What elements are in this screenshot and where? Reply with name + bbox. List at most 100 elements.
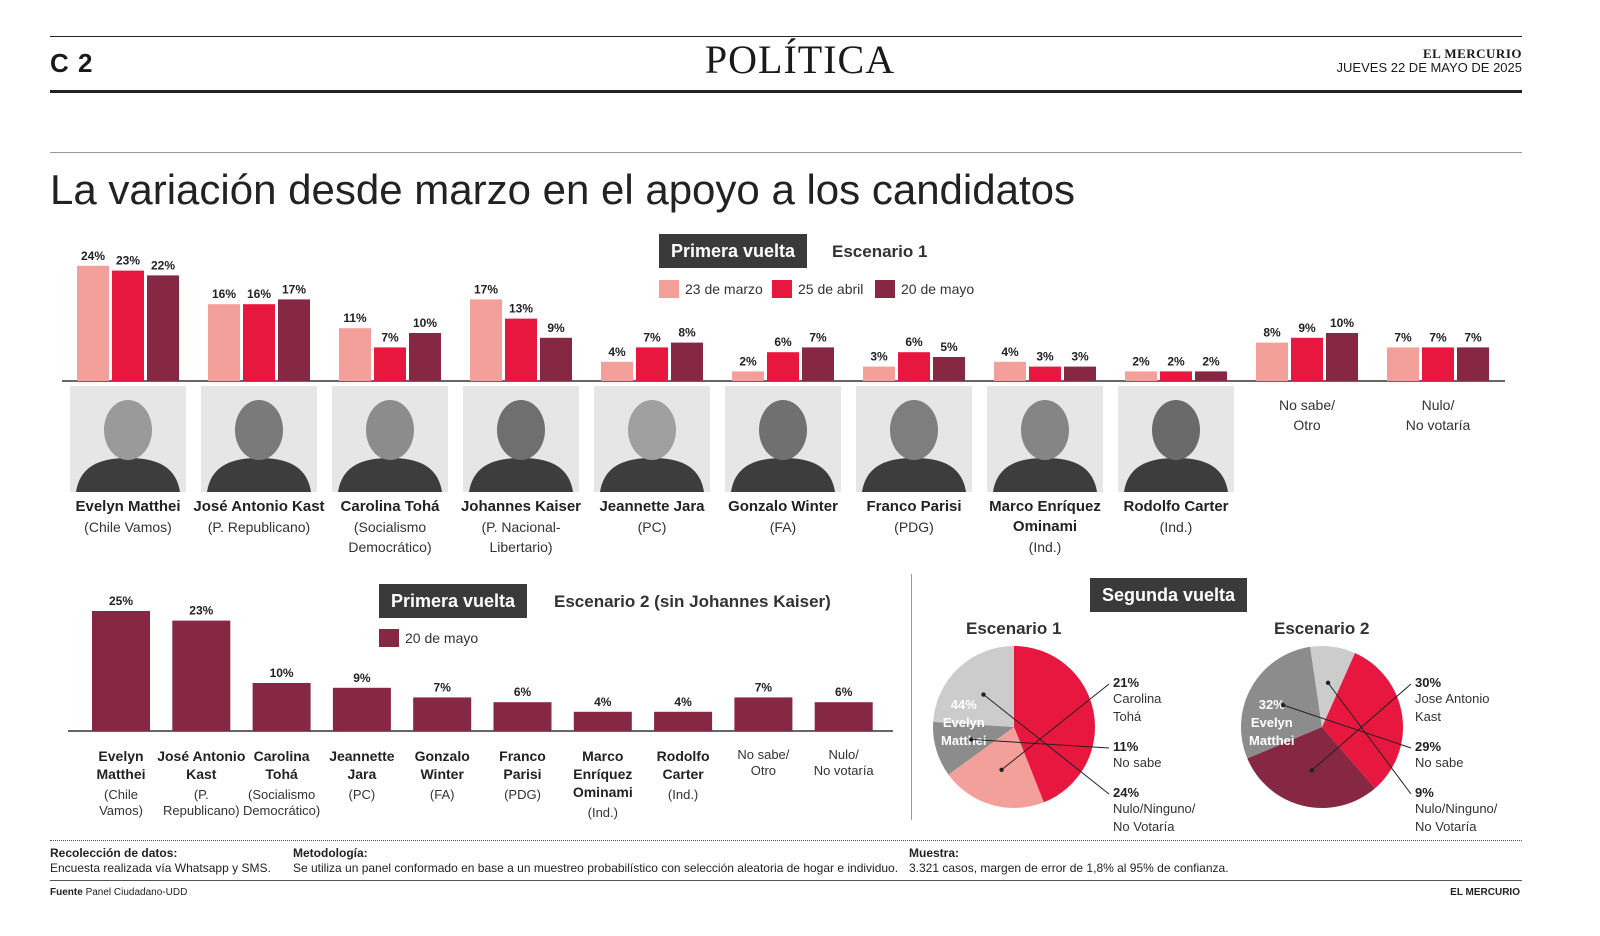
metodologia-text: Se utiliza un panel conformado en base a…: [293, 861, 899, 875]
bar-c1-3-0: [470, 299, 502, 381]
pie1-slice-2: [933, 721, 1014, 775]
pie-label-pct: 21%: [1113, 675, 1140, 690]
c2-category-5: Franco Parisi (PDG): [471, 747, 575, 803]
bar-c1-2-0: [339, 328, 371, 381]
c2-name-line1: Rodolfo: [656, 748, 710, 764]
bar-c2-2: [252, 683, 311, 731]
silhouette-body: [1124, 458, 1228, 492]
pie1-leader-line-3: [983, 694, 1110, 795]
c2-party-line2: Vamos): [99, 803, 143, 818]
bar-c1-7-2: [1064, 366, 1096, 381]
value-label-c1-9-0: 8%: [1263, 326, 1281, 340]
extra-label-0: No sabe/Otro: [1247, 395, 1367, 435]
candidate-party: (FA): [769, 519, 797, 535]
value-label-c1-3-2: 9%: [547, 321, 565, 335]
candidate-label-2: Carolina Tohá (Socialismo Democrático): [324, 497, 456, 557]
legend-swatch-mayo-2: [379, 629, 399, 647]
subtitle-escenario-1: Escenario 1: [832, 242, 928, 261]
legend-marzo: 23 de marzo: [659, 280, 763, 298]
silhouette-head: [628, 400, 676, 460]
c2-name-line1: Marco Enríquez: [573, 748, 633, 782]
c2-name-line1: Evelyn: [98, 748, 144, 764]
value-label-c1-1-1: 16%: [247, 287, 271, 301]
value-label-c1-10-1: 7%: [1429, 330, 1447, 344]
person-silhouette-icon: [70, 386, 186, 492]
extra-label-line2: No votaría: [1405, 417, 1471, 433]
bar-c2-3: [332, 687, 391, 731]
c2-name-line1: Carolina: [253, 748, 310, 764]
candidate-photo-2: [332, 386, 448, 492]
bar-c2-4: [413, 697, 472, 731]
footer-recoleccion: Recolección de datos: Encuesta realizada…: [50, 846, 271, 876]
pie1-inside-l1: Evelyn: [943, 715, 985, 730]
candidate-photo-5: [725, 386, 841, 492]
candidate-photo-7: [987, 386, 1103, 492]
section-divider: [911, 574, 912, 820]
c2-party-line1: (PC): [348, 787, 376, 802]
pie-label-pct: 24%: [1113, 785, 1140, 800]
c2-name-line1: Franco: [499, 748, 546, 764]
c2-category-2: Carolina Tohá (Socialismo Democrático): [230, 747, 334, 819]
candidate-name: Gonzalo Winter: [728, 498, 838, 515]
silhouette-head: [497, 400, 545, 460]
pie-label-line2: Kast: [1415, 709, 1442, 724]
c2-party-line1: (Ind.): [667, 787, 699, 802]
candidate-label-3: Johannes Kaiser (P. Nacional-Libertario): [455, 497, 587, 557]
bar-c1-8-2: [1195, 371, 1227, 381]
pie2-slice-2: [1241, 646, 1322, 759]
bar-c1-6-0: [863, 366, 895, 381]
value-label-c1-9-2: 10%: [1330, 316, 1354, 330]
value-label-c1-8-2: 2%: [1202, 354, 1220, 368]
bar-c1-2-1: [374, 347, 406, 381]
silhouette-head: [366, 400, 414, 460]
c2-name-line2: Parisi: [503, 766, 542, 782]
silhouette-head: [1152, 400, 1200, 460]
pie-label-line1: Carolina: [1113, 691, 1162, 706]
value-label-c1-10-2: 7%: [1464, 330, 1482, 344]
pie-label-line1: Jose Antonio: [1415, 691, 1490, 706]
value-label-c2-8: 7%: [755, 680, 773, 694]
pie2-inside-pct: 32%: [1259, 697, 1285, 712]
c2-party-line2: No votaría: [813, 763, 874, 778]
bar-c1-9-0: [1256, 342, 1288, 381]
pie-label-pct: 11%: [1113, 739, 1139, 754]
value-label-c1-2-1: 7%: [381, 330, 399, 344]
headline: La variación desde marzo en el apoyo a l…: [50, 166, 1075, 213]
pie-label-line1: Nulo/Ninguno/: [1415, 801, 1498, 816]
footer-dotted-rule: [50, 840, 1522, 841]
value-label-c1-10-0: 7%: [1394, 330, 1412, 344]
candidate-party: (PDG): [894, 519, 934, 535]
c2-name-line2: Jara: [347, 766, 377, 782]
bar-c2-0: [92, 611, 150, 731]
pie2-title: Escenario 2: [1274, 619, 1370, 638]
value-label-c1-5-0: 2%: [739, 354, 757, 368]
candidate-party: (P. Republicano): [207, 519, 311, 535]
footer-credit: EL MERCURIO: [1450, 887, 1520, 898]
tag-primera-vuelta-2: Primera vuelta: [379, 584, 528, 618]
fuente-text: Panel Ciudadano-UDD: [85, 887, 188, 898]
c2-category-1: José Antonio Kast (P. Republicano): [149, 747, 253, 819]
c2-category-3: Jeannette Jara (PC): [310, 747, 414, 803]
c2-party-line2: Otro: [750, 763, 777, 778]
candidate-party: (Chile Vamos): [84, 519, 172, 535]
c2-name-line2: Ominami: [572, 784, 633, 800]
silhouette-body: [731, 458, 835, 492]
value-label-c1-1-2: 17%: [282, 282, 306, 296]
value-label-c2-6: 4%: [594, 695, 612, 709]
pie2-inside-l1: Evelyn: [1251, 715, 1293, 730]
footer-muestra: Muestra: 3.321 casos, margen de error de…: [909, 846, 1229, 876]
value-label-c1-6-1: 6%: [905, 335, 923, 349]
candidate-label-4: Jeannette Jara (PC): [586, 497, 718, 537]
silhouette-body: [207, 458, 311, 492]
bar-c1-0-0: [77, 265, 109, 381]
silhouette-body: [993, 458, 1097, 492]
c2-name-line1: José Antonio: [157, 748, 246, 764]
c2-party-line1: (PDG): [504, 787, 541, 802]
pie1-label-3: 24% Nulo/Ninguno/No Votaría: [1113, 785, 1223, 836]
pie1-inside-l2: Matthei: [941, 733, 987, 748]
person-silhouette-icon: [201, 386, 317, 492]
footer-fuente: Fuente Panel Ciudadano-UDD: [50, 885, 187, 900]
legend-mayo: 20 de mayo: [875, 280, 974, 298]
bar-c2-5: [493, 702, 552, 731]
candidate-label-8: Rodolfo Carter (Ind.): [1110, 497, 1242, 537]
